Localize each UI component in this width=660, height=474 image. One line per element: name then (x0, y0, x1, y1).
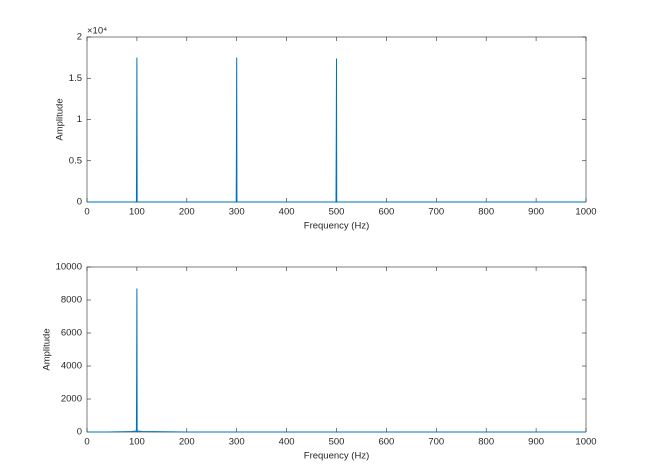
x-tick-label: 400 (279, 437, 295, 448)
x-tick-label: 100 (129, 207, 145, 218)
x-tick-label: 1000 (575, 207, 596, 218)
y-axis-label: Amplitude (42, 328, 53, 370)
y-tick-label: 2000 (61, 394, 82, 405)
x-tick-label: 800 (478, 437, 494, 448)
x-tick-label: 0 (84, 437, 89, 448)
line (87, 288, 586, 433)
x-tick-label: 500 (329, 207, 345, 218)
x-tick-label: 800 (478, 207, 494, 218)
x-tick-label: 400 (279, 207, 295, 218)
y-tick-label: 6000 (61, 328, 82, 339)
y-tick-label: 0.5 (69, 155, 82, 166)
y-tick-label: 0 (77, 197, 82, 208)
x-tick-label: 1000 (575, 437, 596, 448)
y-axis-label: Amplitude (55, 98, 66, 140)
x-tick-label: 700 (428, 437, 444, 448)
x-axis-label: Frequency (Hz) (304, 221, 369, 232)
x-tick-label: 200 (179, 207, 195, 218)
y-multiplier: ×10⁴ (87, 26, 107, 37)
y-tick-label: 4000 (61, 361, 82, 372)
x-axis-label: Frequency (Hz) (304, 451, 369, 462)
y-tick-label: 0 (77, 427, 82, 438)
x-tick-label: 900 (528, 207, 544, 218)
plot-area (86, 266, 587, 433)
x-tick-label: 200 (179, 437, 195, 448)
x-tick-label: 300 (229, 207, 245, 218)
x-tick-label: 100 (129, 437, 145, 448)
x-tick-label: 700 (428, 207, 444, 218)
y-tick-label: 1 (77, 114, 82, 125)
y-tick-label: 1.5 (69, 73, 82, 84)
x-tick-label: 600 (378, 207, 394, 218)
x-tick-label: 500 (329, 437, 345, 448)
x-tick-label: 0 (84, 207, 89, 218)
line (87, 57, 586, 203)
y-tick-label: 8000 (61, 295, 82, 306)
x-tick-label: 900 (528, 437, 544, 448)
y-tick-label: 10000 (56, 262, 82, 273)
y-tick-label: 2 (77, 32, 82, 43)
x-tick-label: 300 (229, 437, 245, 448)
x-tick-label: 600 (378, 437, 394, 448)
